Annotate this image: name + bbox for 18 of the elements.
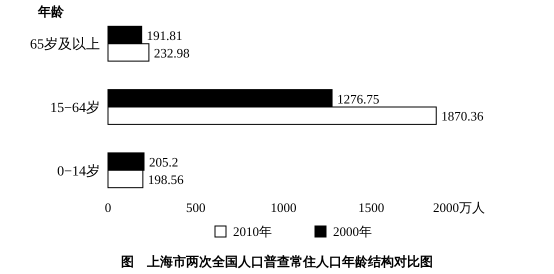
y-axis-title: 年龄 <box>37 4 65 19</box>
y-tick-label: 15−64岁 <box>50 100 100 116</box>
x-tick-label: 2000万人 <box>433 200 485 215</box>
x-tick-label: 1000 <box>270 200 296 215</box>
data-label: 1870.36 <box>441 108 484 124</box>
x-tick-label: 1500 <box>358 200 384 215</box>
data-label: 191.81 <box>146 28 182 44</box>
legend-label: 2010年 <box>233 224 272 239</box>
x-tick-label: 0 <box>104 200 112 215</box>
y-tick-label: 0−14岁 <box>57 163 100 180</box>
legend-label: 2000年 <box>333 224 372 239</box>
y-tick-label: 65岁及以上 <box>30 36 100 53</box>
data-label: 198.56 <box>148 172 184 187</box>
data-label: 205.2 <box>149 154 178 170</box>
x-tick-label: 500 <box>186 200 206 215</box>
text: 图 上海市两次全国人口普查常住人口年龄结构对比图 <box>121 254 433 270</box>
data-label: 232.98 <box>154 45 190 60</box>
data-label: 1276.75 <box>337 91 380 106</box>
